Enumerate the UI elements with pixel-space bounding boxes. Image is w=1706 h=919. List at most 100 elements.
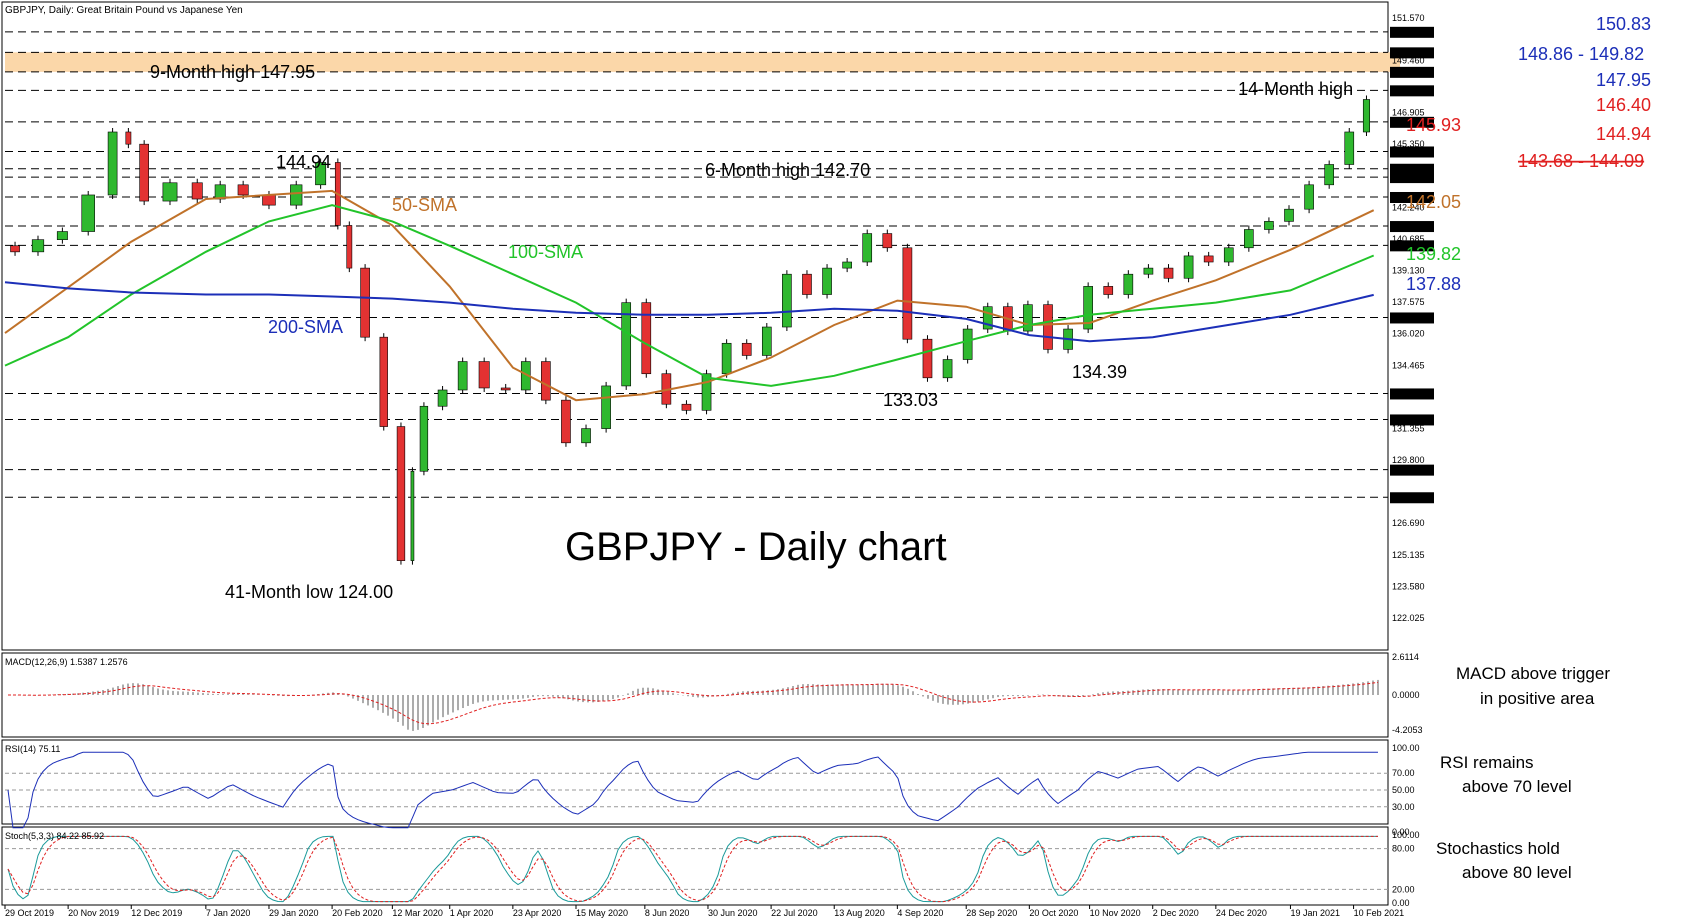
candle-body <box>1123 273 1134 295</box>
price-tick-label: 126.690 <box>1392 518 1425 528</box>
date-tick-label: 24 Dec 2020 <box>1216 908 1267 918</box>
indicator-plots: 2.6114 0.0000 -4.2053 100.00 70.00 50.00 30.00… <box>5 652 1423 908</box>
date-tick-label: 28 Sep 2020 <box>966 908 1017 918</box>
ma-line-50-sma <box>4 189 1375 402</box>
candle-body <box>31 239 45 253</box>
candle-body <box>641 302 652 375</box>
date-tick-label: 29 Jan 2020 <box>269 908 319 918</box>
price-tick-label: 140.320 <box>1392 241 1425 251</box>
rsi-note-line2: above 70 level <box>1462 777 1572 796</box>
candle-body <box>262 194 276 206</box>
price-tick-highlight <box>1390 312 1434 324</box>
price-tick-label: 129.280 <box>1392 466 1425 476</box>
price-tick-label: 143.680 <box>1392 173 1425 183</box>
date-tick-label: 29 Oct 2019 <box>5 908 54 918</box>
price-tick-highlight <box>1390 163 1434 175</box>
candle-body <box>541 361 551 401</box>
date-tick-label: 10 Nov 2020 <box>1090 908 1141 918</box>
rsi-tick-label: 30.00 <box>1392 802 1415 812</box>
price-tick-label: 140.685 <box>1392 234 1425 244</box>
macd-tick-label: 2.6114 <box>1392 652 1419 662</box>
stoch-note-line2: above 80 level <box>1462 863 1572 882</box>
macd-tick-label: 0.0000 <box>1392 690 1420 700</box>
chart-title: GBPJPY - Daily chart <box>565 525 947 569</box>
candle-body <box>1163 267 1174 279</box>
label-41-month-low: 41-Month low 124.00 <box>225 582 393 602</box>
date-tick-label: 1 Apr 2020 <box>450 908 494 918</box>
candle-body <box>1362 99 1371 133</box>
candle-body <box>741 342 752 356</box>
stoch-pane-frame <box>1 826 1389 906</box>
stoch-tick-label: 100.00 <box>1392 830 1420 840</box>
candle-body <box>561 399 571 444</box>
rsi-line <box>7 751 1378 829</box>
annotation-145-93: 145.93 <box>1406 115 1461 135</box>
candle-body <box>191 182 203 200</box>
rsi-tick-label: 0.00 <box>1392 827 1410 837</box>
price-tick-label: 141.270 <box>1392 222 1425 232</box>
price-tick-label: 136.020 <box>1392 329 1425 339</box>
candle-body <box>902 247 913 340</box>
candle-body <box>1344 131 1355 165</box>
price-tick-highlight <box>1390 191 1434 203</box>
ma-line-200-sma <box>4 281 1374 343</box>
candle-body <box>1203 255 1214 263</box>
price-plot <box>4 31 1400 565</box>
candle-body <box>1304 184 1314 210</box>
candle-body <box>360 267 370 338</box>
price-tick-label: 145.350 <box>1392 139 1425 149</box>
stoch-tick-label: 80.00 <box>1392 844 1415 854</box>
price-tick-label: 133.030 <box>1392 389 1425 399</box>
candle-body <box>802 273 812 295</box>
resistance-zone-band <box>5 52 1400 72</box>
annotation-139-82: 139.82 <box>1406 244 1461 264</box>
date-tick-label: 23 Apr 2020 <box>513 908 562 918</box>
macd-pane-frame <box>1 652 1389 738</box>
label-9-month-high: 9-Month high 147.95 <box>150 62 315 82</box>
price-pane-frame <box>1 1 1389 651</box>
stoch-tick-label: 20.00 <box>1392 884 1415 894</box>
price-tick-label: 123.580 <box>1392 581 1425 591</box>
candle-body <box>437 389 448 407</box>
candle-body <box>396 426 406 561</box>
candle-body <box>346 225 353 269</box>
date-tick-label: 12 Dec 2019 <box>131 908 182 918</box>
price-tick-highlight <box>1390 146 1434 158</box>
date-axis: 29 Oct 2019 20 Nov 2019 12 Dec 2019 7 Jan 2… <box>4 905 1404 918</box>
candle-body <box>410 470 415 561</box>
rsi-note-line1: RSI remains <box>1440 753 1534 772</box>
candle-body <box>379 336 388 427</box>
candle-body <box>10 245 20 253</box>
candle-body <box>681 403 692 411</box>
annotation-144-94: 144.94 <box>1596 124 1651 144</box>
candle-body <box>56 231 68 240</box>
candle-body <box>1264 221 1274 230</box>
label-133-03: 133.03 <box>883 390 938 410</box>
price-tick-highlight <box>1390 464 1434 476</box>
price-tick-label: 137.575 <box>1392 297 1425 307</box>
candle-body <box>107 131 118 196</box>
price-tick-highlight <box>1390 221 1434 233</box>
stoch-k-line <box>7 835 1378 903</box>
macd-signal-line <box>8 681 1379 725</box>
price-tick-label: 148.860 <box>1392 68 1425 78</box>
price-tick-label: 149.460 <box>1392 56 1425 66</box>
candle-body <box>601 385 611 429</box>
price-tick-highlight <box>1390 388 1434 400</box>
date-tick-label: 30 Jun 2020 <box>708 908 758 918</box>
stoch-note-line1: Stochastics hold <box>1436 839 1560 858</box>
annotation-137-88: 137.88 <box>1406 274 1461 294</box>
candle-body <box>782 273 792 328</box>
candle-body <box>922 338 933 379</box>
candle-body <box>237 184 249 196</box>
stoch-label: Stoch(5,3,3) 84.22 85.92 <box>5 831 104 841</box>
candle-body <box>139 143 149 202</box>
annotation-143-68-144-09: 143.68 - 144.09 <box>1518 151 1644 171</box>
price-tick-label: 122.025 <box>1392 613 1425 623</box>
date-tick-label: 8 Jun 2020 <box>645 908 690 918</box>
candle-body <box>1083 286 1093 330</box>
price-tick-label: 134.465 <box>1392 360 1425 370</box>
price-tick-label: 149.820 <box>1392 48 1425 58</box>
candle-body <box>962 328 973 360</box>
candle-body <box>1183 255 1194 279</box>
